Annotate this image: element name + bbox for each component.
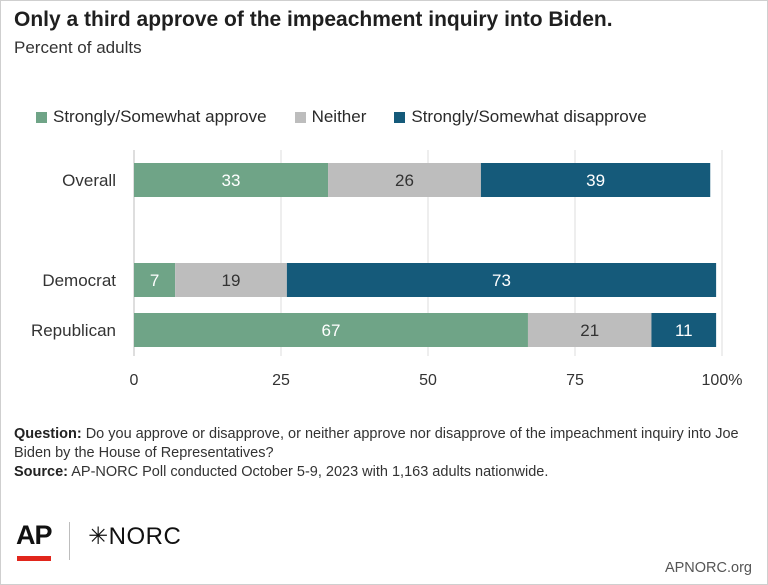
data-label: 73 bbox=[492, 271, 511, 290]
category-label: Overall bbox=[62, 171, 116, 190]
data-label: 39 bbox=[586, 171, 605, 190]
x-tick-label: 0 bbox=[130, 372, 139, 389]
bar-segment bbox=[175, 263, 287, 297]
question-label: Question: bbox=[14, 426, 82, 442]
bar-segment bbox=[480, 163, 711, 197]
legend-item-neither: Neither bbox=[294, 107, 367, 127]
legend-swatch-approve bbox=[36, 111, 47, 123]
data-label: 26 bbox=[395, 171, 414, 190]
x-tick-label: 75 bbox=[566, 372, 584, 389]
norc-star-icon: ✳ bbox=[88, 523, 109, 550]
data-label: 19 bbox=[222, 271, 241, 290]
legend-swatch-disapprove bbox=[394, 111, 406, 123]
legend-item-approve: Strongly/Somewhat approve bbox=[36, 107, 267, 127]
bar-segment bbox=[527, 313, 652, 347]
logo-divider bbox=[69, 522, 70, 560]
data-label: 11 bbox=[675, 321, 693, 340]
legend-item-disapprove: Strongly/Somewhat disapprove bbox=[394, 107, 647, 127]
x-tick-label: 25 bbox=[272, 372, 290, 389]
legend-swatch-neither bbox=[294, 111, 306, 123]
bar-segment bbox=[286, 263, 717, 297]
norc-logo: ✳NORC bbox=[88, 522, 181, 551]
ap-logo: AP bbox=[16, 520, 53, 550]
ap-logo-underline bbox=[17, 556, 51, 561]
question-text: Do you approve or disapprove, or neither… bbox=[14, 426, 739, 461]
legend-label-disapprove: Strongly/Somewhat disapprove bbox=[411, 107, 647, 126]
x-tick-label: 50 bbox=[419, 372, 437, 389]
legend-label-neither: Neither bbox=[311, 107, 367, 126]
stacked-bar-chart: 0 25 50 75 100% Overall Democrat Republican 33 26… bbox=[31, 150, 743, 389]
source-text: AP-NORC Poll conducted October 5-9, 2023… bbox=[71, 464, 549, 480]
bar-segment bbox=[134, 263, 176, 297]
data-label: 67 bbox=[322, 321, 341, 340]
data-label: 21 bbox=[580, 321, 599, 340]
bar-segment bbox=[328, 163, 481, 197]
norc-logo-text: NORC bbox=[108, 523, 182, 550]
source-label: Source: bbox=[14, 464, 68, 480]
site-url: APNORC.org bbox=[664, 560, 752, 576]
data-label: 33 bbox=[222, 171, 241, 190]
bar-segment bbox=[134, 163, 329, 197]
chart-subtitle: Percent of adults bbox=[14, 38, 142, 57]
chart-title: Only a third approve of the impeachment … bbox=[14, 8, 613, 31]
data-label: 7 bbox=[150, 271, 159, 290]
category-label: Democrat bbox=[42, 271, 116, 290]
x-tick-label: 100% bbox=[702, 372, 743, 389]
bar-segment bbox=[651, 313, 717, 347]
bar-segment bbox=[134, 313, 528, 347]
chart-legend: Strongly/Somewhat approve Neither Strong… bbox=[36, 107, 675, 127]
legend-label-approve: Strongly/Somewhat approve bbox=[53, 107, 267, 126]
footnote: Question: Do you approve or disapprove, … bbox=[14, 425, 754, 482]
category-label: Republican bbox=[31, 321, 116, 340]
